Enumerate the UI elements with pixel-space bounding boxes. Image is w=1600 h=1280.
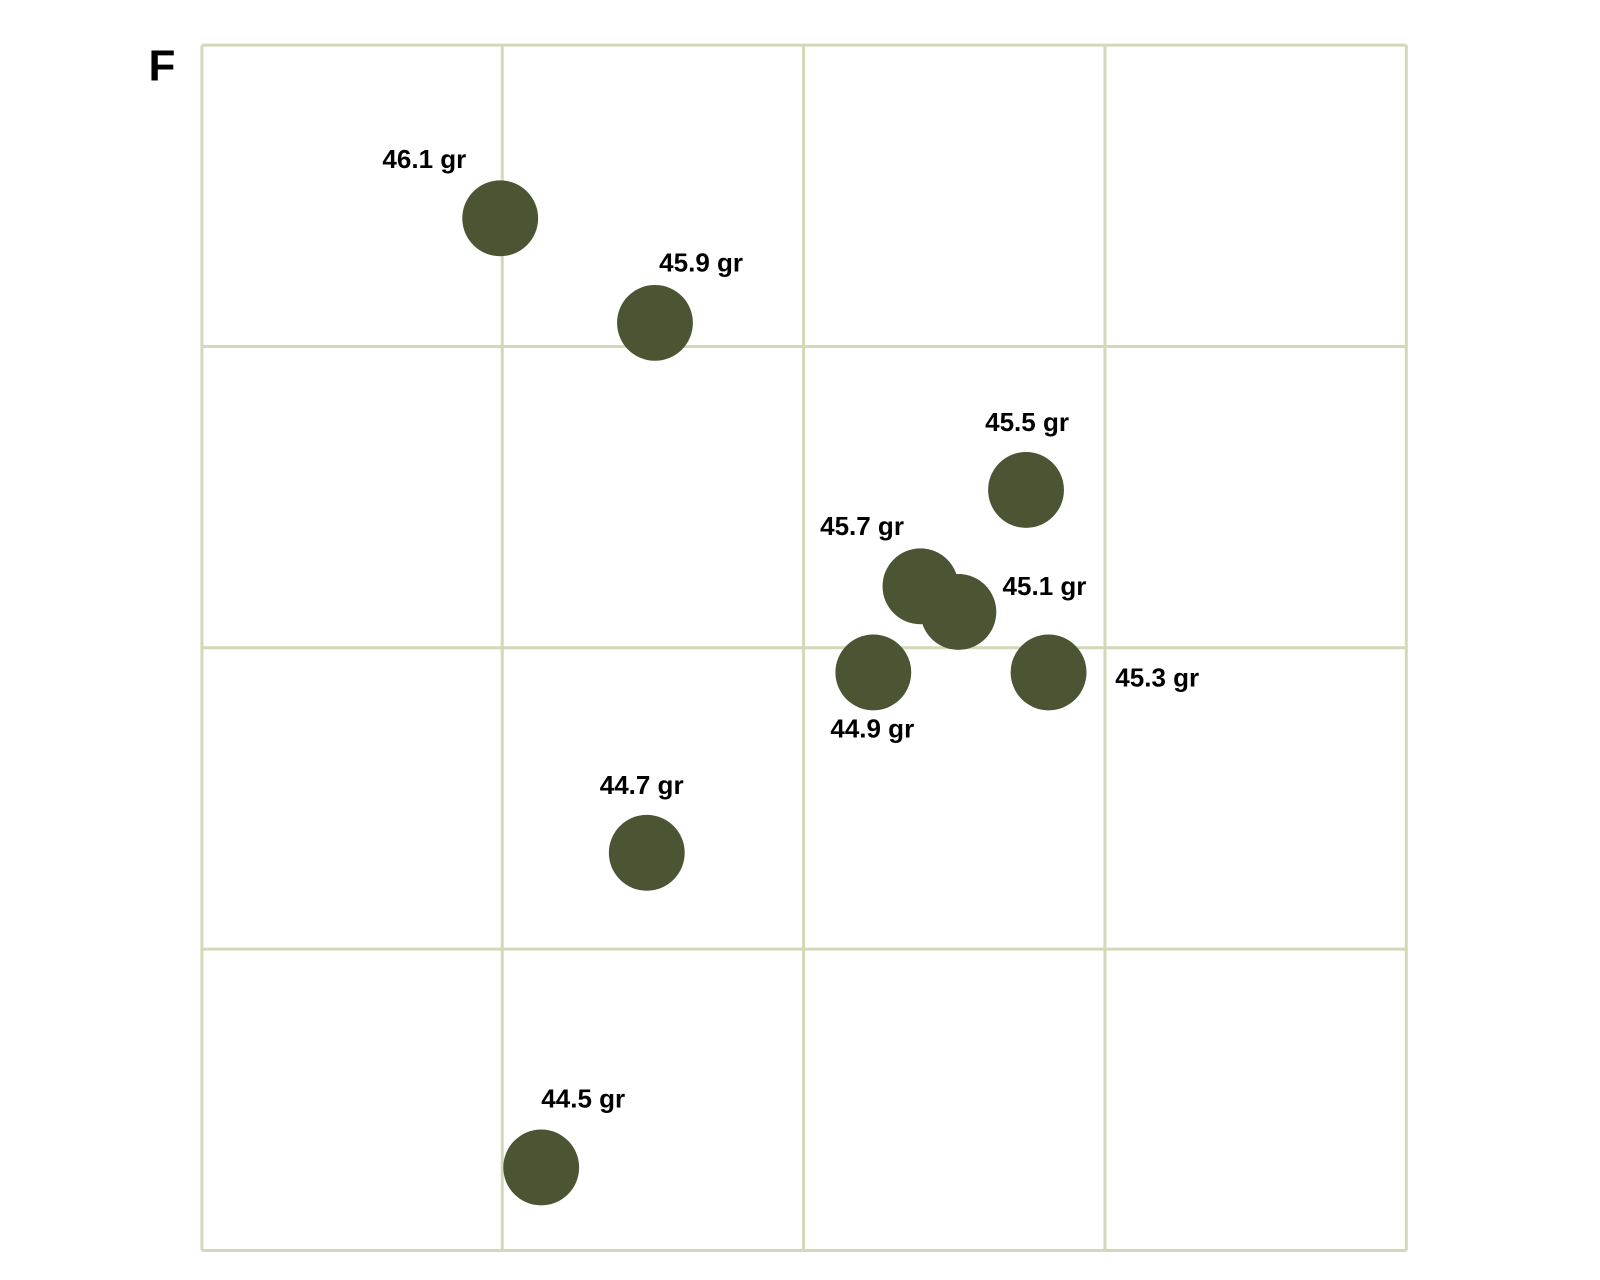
shot-label: 46.1 gr xyxy=(382,144,466,174)
shot-label: 45.5 gr xyxy=(985,407,1069,437)
shot-label: 44.7 gr xyxy=(600,770,684,800)
shot-dot xyxy=(1010,634,1087,711)
shot-label: 45.7 gr xyxy=(820,511,904,541)
shot-dot xyxy=(988,452,1064,528)
shot-label: 45.1 gr xyxy=(1003,571,1087,601)
shot-dot xyxy=(503,1129,580,1206)
shot-dot xyxy=(462,180,539,257)
shot-dot xyxy=(617,284,693,361)
panel-label: F xyxy=(149,42,176,91)
shot-dot xyxy=(608,814,685,891)
target-grid xyxy=(200,43,1408,1252)
shot-label: 44.9 gr xyxy=(830,714,914,744)
shot-label: 44.5 gr xyxy=(541,1084,625,1114)
shot-dot xyxy=(920,574,997,650)
shot-label: 45.9 gr xyxy=(659,247,743,277)
shot-label: 45.3 gr xyxy=(1115,662,1199,692)
shot-dot xyxy=(835,634,912,711)
shot-group: 46.1 gr 45.9 gr 45.5 gr 45.7 gr 45.1 gr 44.9 … xyxy=(382,144,1199,1206)
